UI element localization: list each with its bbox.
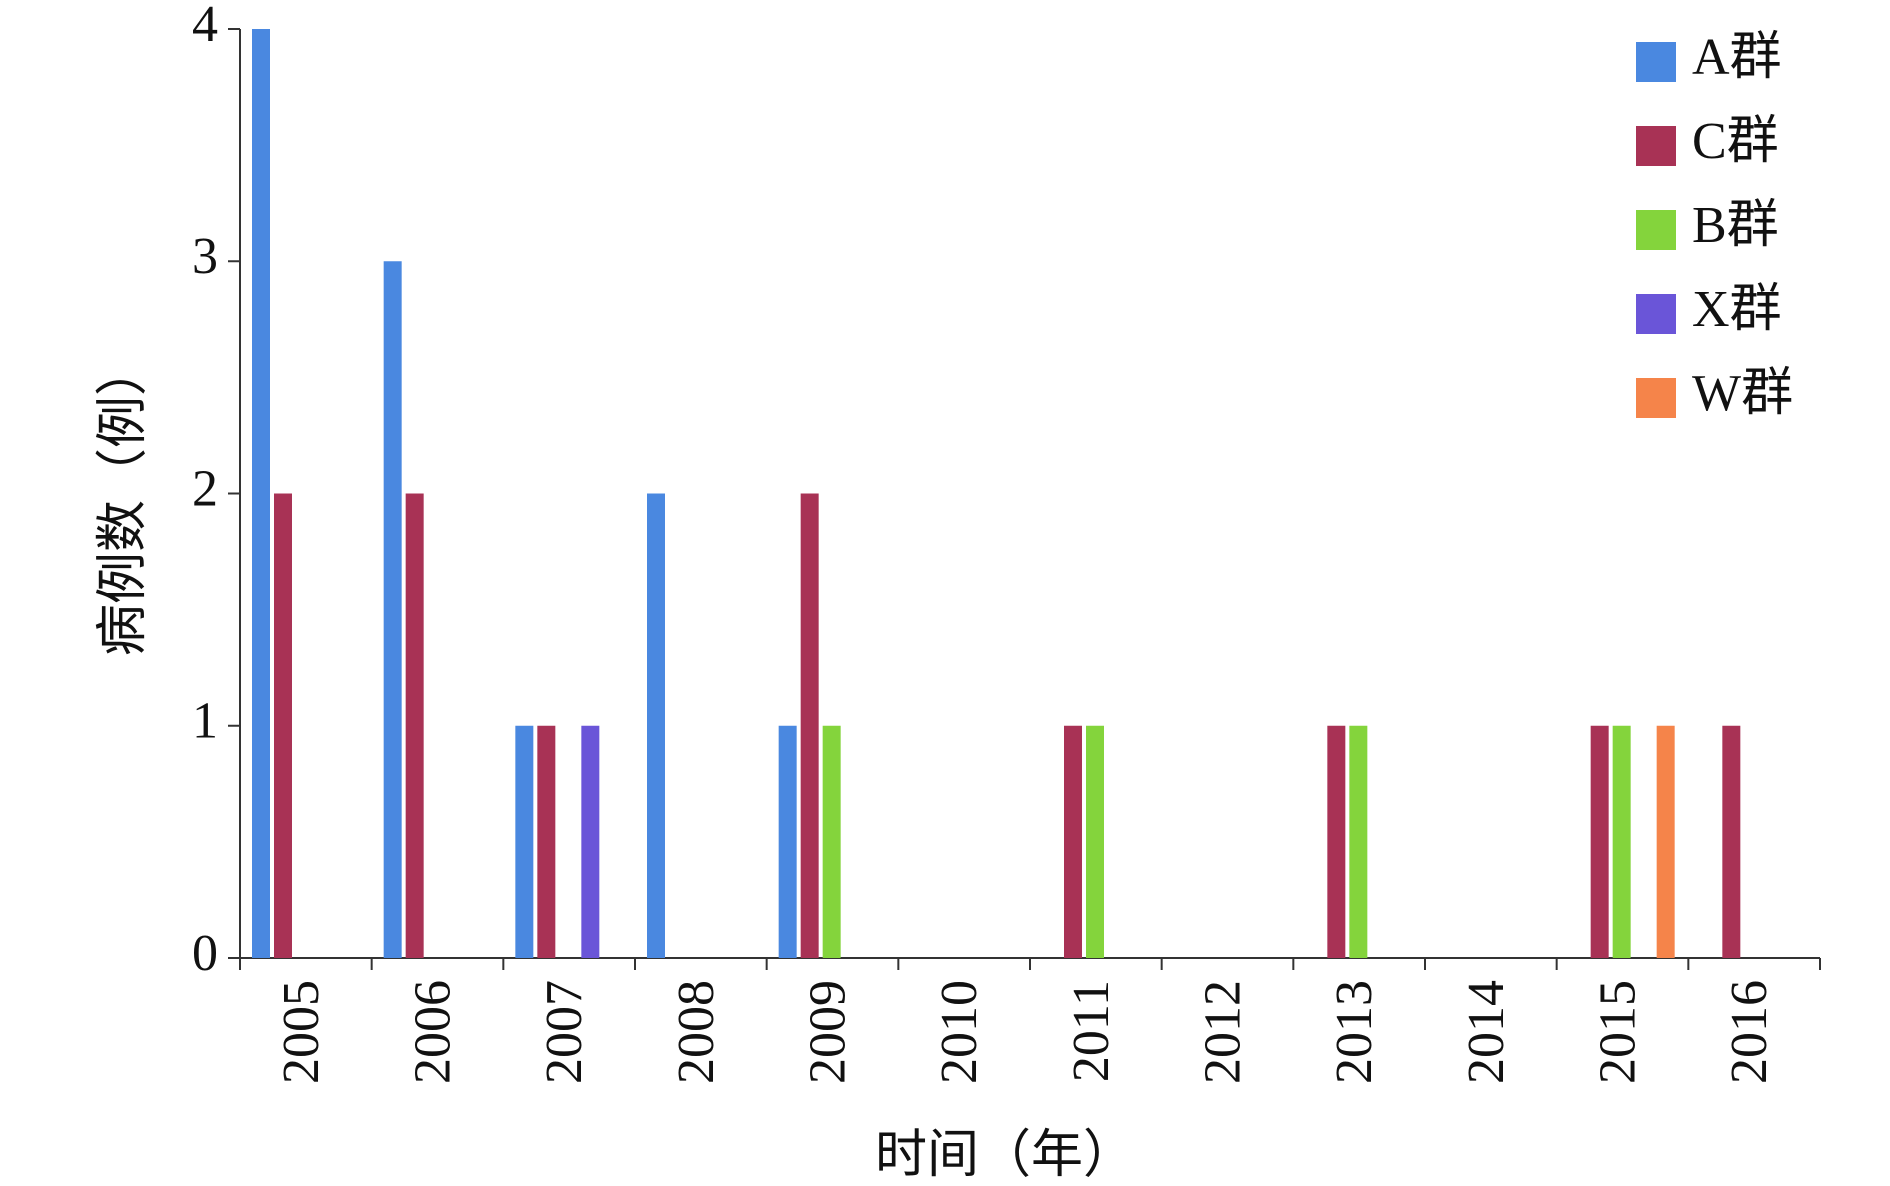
x-tick-label: 2010 — [931, 980, 988, 1084]
legend-swatch — [1636, 42, 1676, 82]
x-tick-label: 2008 — [668, 980, 725, 1084]
legend-label: X群 — [1692, 281, 1782, 338]
bar — [383, 261, 402, 958]
bar — [405, 493, 424, 958]
legend-label: C群 — [1692, 113, 1779, 170]
x-tick-label: 2006 — [404, 980, 461, 1084]
bar — [515, 725, 534, 958]
y-tick-label: 1 — [192, 693, 218, 750]
legend-swatch — [1636, 378, 1676, 418]
x-tick-label: 2015 — [1589, 980, 1646, 1084]
bar — [1722, 725, 1741, 958]
bar — [1349, 725, 1368, 958]
bar — [778, 725, 797, 958]
x-tick-label: 2013 — [1326, 980, 1383, 1084]
x-axis-title: 时间（年） — [875, 1127, 1135, 1184]
legend-swatch — [1636, 294, 1676, 334]
legend-label: B群 — [1692, 197, 1779, 254]
legend-label: W群 — [1692, 365, 1793, 422]
y-tick-label: 2 — [192, 460, 218, 517]
x-tick-label: 2014 — [1458, 980, 1515, 1084]
x-tick-label: 2007 — [536, 980, 593, 1084]
y-tick-label: 3 — [192, 228, 218, 285]
bar — [581, 725, 600, 958]
x-tick-label: 2012 — [1194, 980, 1251, 1084]
bar — [274, 493, 292, 958]
bar — [1327, 725, 1346, 958]
legend-swatch — [1636, 210, 1676, 250]
x-tick-label: 2005 — [273, 980, 330, 1084]
y-tick-label: 0 — [192, 925, 218, 982]
legend-label: A群 — [1692, 29, 1782, 86]
legend-swatch — [1636, 126, 1676, 166]
bar — [822, 725, 841, 958]
bar — [537, 725, 556, 958]
x-tick-label: 2009 — [799, 980, 856, 1084]
bar — [800, 493, 819, 958]
bar — [1612, 725, 1631, 958]
bar — [1590, 725, 1609, 958]
bar — [647, 493, 665, 958]
bar — [252, 29, 270, 958]
bar — [1656, 725, 1675, 958]
bar — [1064, 725, 1082, 958]
x-tick-label: 2016 — [1721, 980, 1778, 1084]
bar — [1086, 725, 1104, 958]
y-tick-label: 4 — [192, 0, 218, 53]
y-axis-title: 病例数（例） — [95, 344, 152, 656]
x-tick-label: 2011 — [1063, 980, 1120, 1082]
